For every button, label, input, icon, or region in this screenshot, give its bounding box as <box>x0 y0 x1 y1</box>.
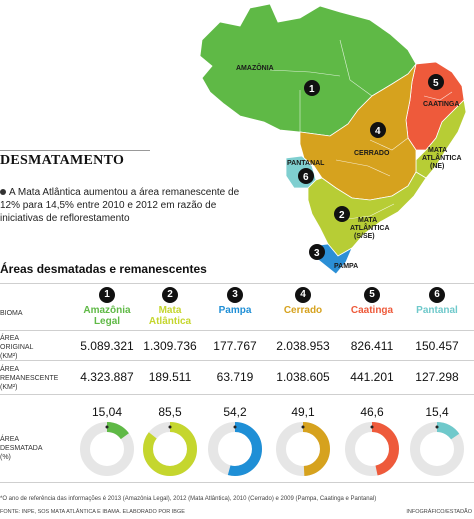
state-borders <box>269 39 453 221</box>
area-original-value: 177.767 <box>213 339 257 353</box>
row-label-area-remanescente: ÁREA REMANESCENTE (KM²) <box>0 365 58 392</box>
intro-text-content: A Mata Atlântica aumentou a área remanes… <box>0 187 240 224</box>
label-caatinga: CAATINGA <box>423 101 459 108</box>
label-mata-ne-3: (NE) <box>430 163 444 170</box>
intro-text: A Mata Atlântica aumentou a área remanes… <box>0 186 240 225</box>
biome-name-1: Mata Atlântica <box>137 305 203 327</box>
biome-number-badge: 1 <box>99 287 115 303</box>
row-label-line: ÁREA <box>0 335 20 342</box>
title-rule <box>0 150 150 151</box>
label-mata-ne-1: MATA <box>428 147 447 154</box>
biome-name-5: Pantanal <box>404 305 470 316</box>
area-remanescente-value: 127.298 <box>415 370 459 384</box>
biome-number-badge: 6 <box>429 287 445 303</box>
biome-name-3: Cerrado <box>270 305 336 316</box>
biome-number-badge: 5 <box>364 287 380 303</box>
svg-text:6: 6 <box>303 172 309 183</box>
biome-name-line: Pampa <box>218 305 252 316</box>
table-title: Áreas desmatadas e remanescentes <box>0 262 207 276</box>
donut-start-marker <box>370 425 374 429</box>
row-label-line: DESMATADA <box>0 445 43 452</box>
region-mata-atlantica-sse <box>307 171 427 257</box>
label-cerrado: CERRADO <box>354 150 390 157</box>
area-desmatada-value: 15,4 <box>425 405 449 419</box>
svg-text:5: 5 <box>433 78 439 89</box>
biome-name-line: Atlântica <box>148 316 192 327</box>
row-label-area-desmatada: ÁREA DESMATADA (%) <box>0 435 43 462</box>
svg-text:1: 1 <box>309 84 315 95</box>
area-remanescente-value: 441.201 <box>350 370 394 384</box>
biome-name-line: Amazônia <box>83 305 131 316</box>
area-remanescente-value: 189.511 <box>148 370 192 384</box>
biome-name-line: Pantanal <box>416 305 458 316</box>
biome-number-badge: 3 <box>227 287 243 303</box>
label-amazonia: AMAZÔNIA <box>236 63 274 72</box>
biome-name-line: Legal <box>93 316 121 327</box>
row-label-line: ÁREA <box>0 436 20 443</box>
bullet-icon <box>0 188 6 195</box>
area-remanescente-value: 63.719 <box>216 370 254 384</box>
biome-number-badge: 4 <box>295 287 311 303</box>
deforestation-donut <box>276 422 330 476</box>
footnote: *O ano de referência das informações é 2… <box>0 496 377 502</box>
source: FONTE: INPE, SOS MATA ATLÂNTICA E IBAMA.… <box>0 509 185 515</box>
biome-name-2: Pampa <box>202 305 268 316</box>
credit: INFOGRÁFICO/ESTADÃO <box>406 509 472 515</box>
svg-text:2: 2 <box>339 210 345 221</box>
donut-start-marker <box>301 425 305 429</box>
area-desmatada-value: 54,2 <box>223 405 247 419</box>
biome-name-line: Caatinga <box>350 305 394 316</box>
area-desmatada-value: 46,6 <box>360 405 384 419</box>
donut-start-marker <box>105 425 109 429</box>
label-mata-sse-3: (S/SE) <box>354 233 375 240</box>
svg-text:4: 4 <box>375 126 381 137</box>
svg-text:3: 3 <box>314 248 320 259</box>
biome-number-badge: 2 <box>162 287 178 303</box>
row-label-bioma: BIOMA <box>0 310 23 317</box>
donut-start-marker <box>233 425 237 429</box>
biome-name-0: Amazônia Legal <box>74 305 140 327</box>
donut-start-marker <box>435 425 439 429</box>
row-rule <box>0 330 474 331</box>
row-label-line: (KM²) <box>0 384 18 391</box>
area-desmatada-value: 85,5 <box>158 405 182 419</box>
row-label-line: (KM²) <box>0 353 18 360</box>
area-original-value: 5.089.321 <box>80 339 134 353</box>
area-remanescente-value: 1.038.605 <box>276 370 330 384</box>
row-label-area-original: ÁREA ORIGINAL (KM²) <box>0 334 33 361</box>
area-desmatada-value: 15,04 <box>91 405 123 419</box>
page-title: DESMATAMENTO <box>0 153 125 168</box>
row-rule <box>0 360 474 361</box>
row-rule <box>0 482 474 483</box>
biome-name-line: Cerrado <box>283 305 323 316</box>
row-rule <box>0 283 474 284</box>
label-pampa: PAMPA <box>334 263 358 270</box>
biome-name-4: Caatinga <box>339 305 405 316</box>
biome-name-line: Mata <box>158 305 182 316</box>
deforestation-donut <box>410 422 464 476</box>
deforestation-donut <box>345 422 399 476</box>
map-markers: 1 2 3 4 5 6 <box>298 74 444 260</box>
area-original-value: 2.038.953 <box>276 339 330 353</box>
row-rule <box>0 394 474 395</box>
label-mata-ne-2: ATLÂNTICA <box>422 153 462 162</box>
area-original-value: 1.309.736 <box>143 339 197 353</box>
row-label-line: REMANESCENTE <box>0 375 59 382</box>
deforestation-donut <box>80 422 134 476</box>
area-original-value: 150.457 <box>415 339 459 353</box>
area-desmatada-value: 49,1 <box>291 405 315 419</box>
area-original-value: 826.411 <box>350 339 394 353</box>
label-pantanal: PANTANAL <box>287 160 325 167</box>
label-mata-sse-1: MATA <box>358 217 377 224</box>
deforestation-donut <box>143 422 197 476</box>
row-label-line: ÁREA <box>0 366 20 373</box>
row-label-line: (%) <box>0 454 11 461</box>
area-remanescente-value: 4.323.887 <box>80 370 134 384</box>
row-label-line: ORIGINAL <box>0 344 34 351</box>
deforestation-donut <box>208 422 262 476</box>
brazil-map: AMAZÔNIA CAATINGA CERRADO MATA ATLÂNTICA… <box>199 3 467 275</box>
donut-start-marker <box>168 425 172 429</box>
label-mata-sse-2: ATLÂNTICA <box>350 223 390 232</box>
